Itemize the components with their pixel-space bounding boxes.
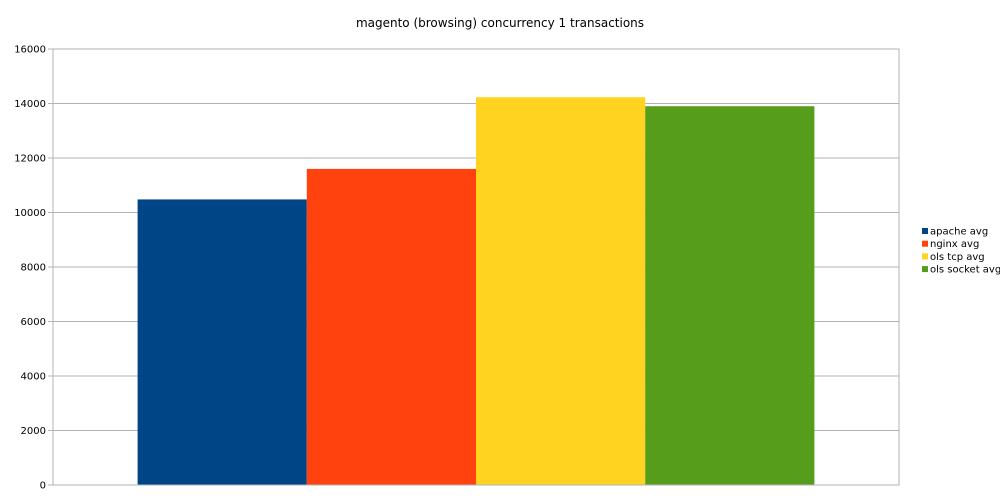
bar-ols-tcp-avg xyxy=(476,97,646,486)
legend-swatch xyxy=(922,253,928,260)
legend-label: ols tcp avg xyxy=(930,252,985,263)
legend-label: apache avg xyxy=(930,227,988,238)
legend-label: nginx avg xyxy=(930,239,979,250)
y-tick-label: 10000 xyxy=(14,208,46,219)
legend-swatch xyxy=(922,228,928,234)
y-tick-label: 4000 xyxy=(21,372,46,383)
y-tick-label: 6000 xyxy=(21,317,46,328)
legend-swatch xyxy=(922,240,928,247)
y-axis-ticks: 0 2000 4000 6000 8000 10000 12000 14000 16000 xyxy=(14,45,53,492)
y-tick-label: 2000 xyxy=(21,426,46,437)
legend-swatch xyxy=(922,266,928,273)
chart-title: magento (browsing) concurrency 1 transac… xyxy=(356,16,644,30)
bar-ols-socket-avg xyxy=(645,106,815,485)
y-tick-label: 0 xyxy=(40,481,46,492)
y-tick-label: 12000 xyxy=(14,154,46,165)
y-tick-label: 16000 xyxy=(14,45,46,56)
bars xyxy=(137,97,815,486)
y-tick-label: 14000 xyxy=(14,99,46,110)
y-tick-label: 8000 xyxy=(21,263,46,274)
bar-nginx-avg xyxy=(306,168,476,485)
legend-label: ols socket avg xyxy=(930,265,1000,276)
bar-apache-avg xyxy=(137,199,307,486)
